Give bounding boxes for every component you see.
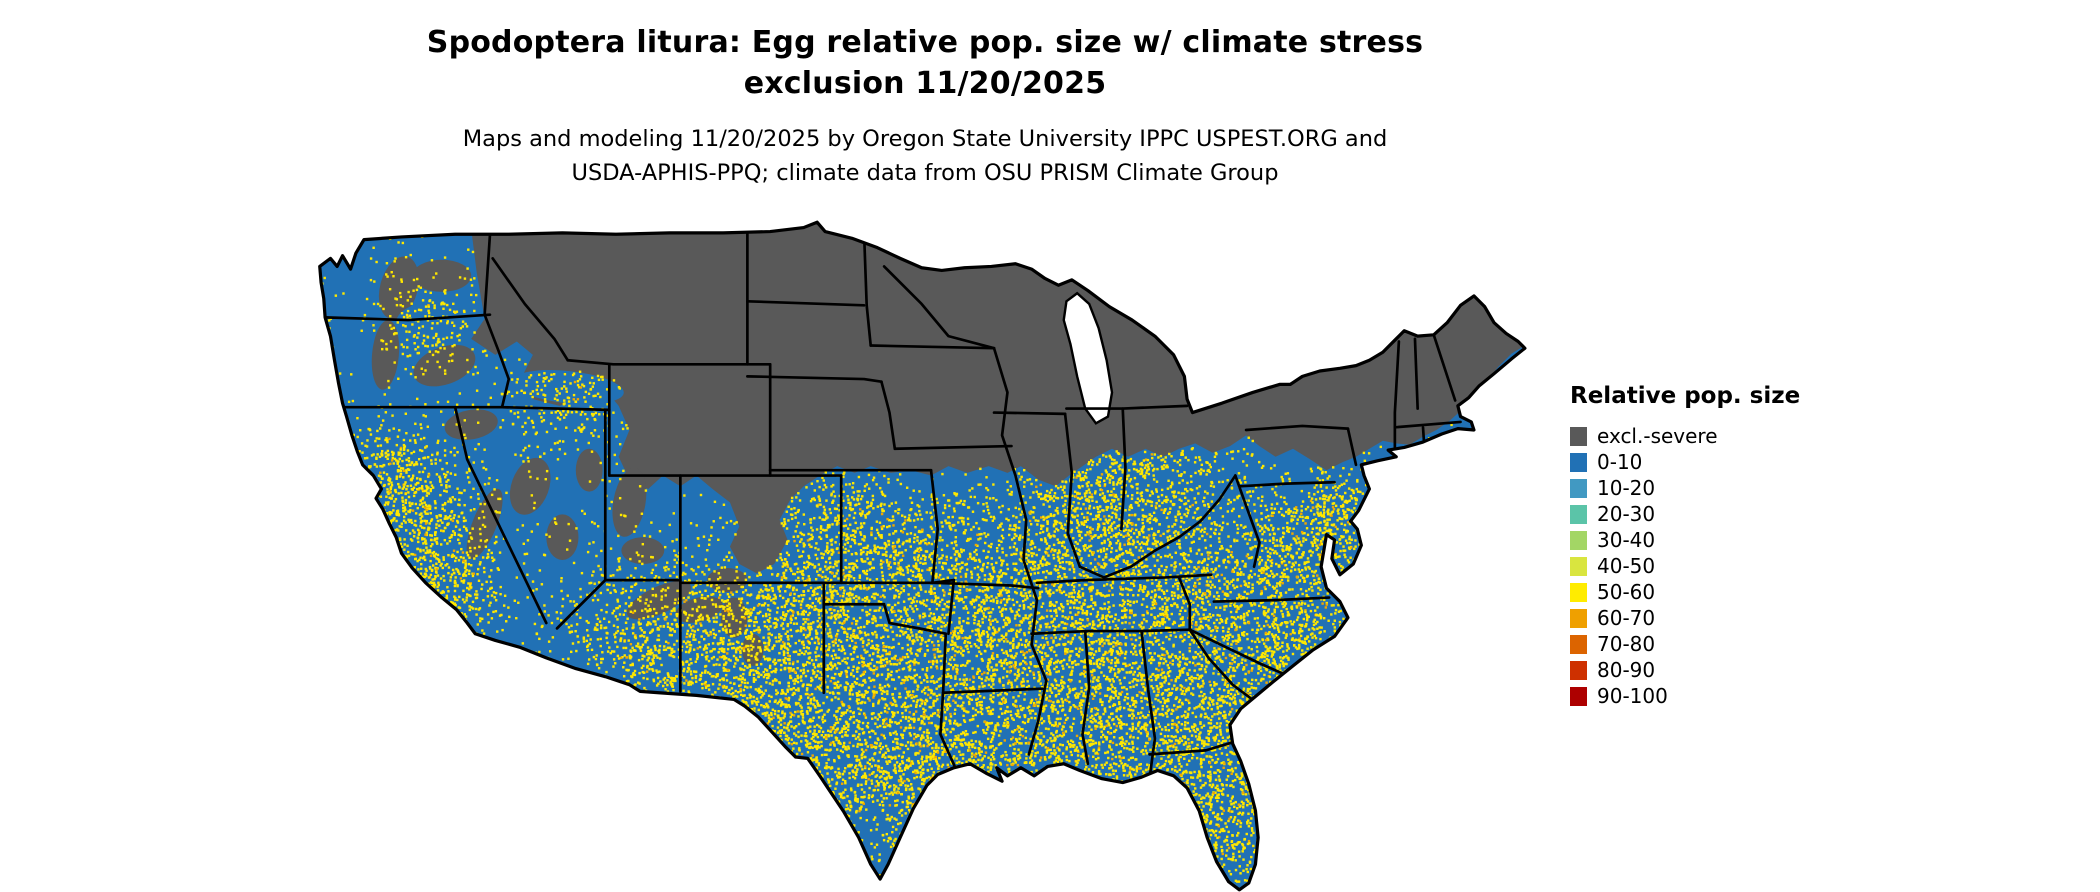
- legend: Relative pop. size excl.-severe 0-10 10-20…: [1570, 383, 1870, 709]
- legend-label: 20-30: [1597, 502, 1656, 526]
- map-header: Spodoptera litura: Egg relative pop. siz…: [0, 22, 1850, 190]
- map-title-line1: Spodoptera litura: Egg relative pop. siz…: [426, 25, 1424, 60]
- legend-label: 30-40: [1597, 528, 1656, 552]
- legend-swatch: [1570, 426, 1587, 446]
- legend-item: 90-100: [1570, 683, 1870, 709]
- legend-label: 70-80: [1597, 632, 1656, 656]
- legend-title: Relative pop. size: [1570, 383, 1801, 409]
- legend-item: excl.-severe: [1570, 423, 1870, 449]
- legend-swatch: [1570, 634, 1587, 654]
- legend-label: 80-90: [1597, 658, 1656, 682]
- legend-label: 50-60: [1597, 580, 1656, 604]
- legend-item: 50-60: [1570, 579, 1870, 605]
- legend-item: 80-90: [1570, 657, 1870, 683]
- legend-item: 20-30: [1570, 501, 1870, 527]
- legend-rows: excl.-severe 0-10 10-20 20-30 30-40 40-50 50-6…: [1570, 423, 1870, 709]
- legend-swatch: [1570, 530, 1587, 550]
- map-title-line2: exclusion 11/20/2025: [743, 66, 1107, 102]
- us-distribution-map: [318, 220, 1527, 892]
- legend-swatch: [1570, 686, 1587, 706]
- legend-label: 10-20: [1597, 476, 1656, 500]
- legend-item: 70-80: [1570, 631, 1870, 657]
- legend-swatch: [1570, 504, 1587, 524]
- map-subtitle-line1: Maps and modeling 11/20/2025 by Oregon S…: [462, 125, 1388, 152]
- legend-swatch: [1570, 608, 1587, 628]
- map-subtitle-line2: USDA-APHIS-PPQ; climate data from OSU PR…: [571, 159, 1279, 186]
- legend-swatch: [1570, 660, 1587, 680]
- legend-item: 30-40: [1570, 527, 1870, 553]
- legend-label: 40-50: [1597, 554, 1656, 578]
- legend-swatch: [1570, 582, 1587, 602]
- legend-label: 90-100: [1597, 684, 1668, 708]
- legend-label: excl.-severe: [1597, 424, 1718, 448]
- legend-item: 0-10: [1570, 449, 1870, 475]
- legend-item: 10-20: [1570, 475, 1870, 501]
- legend-swatch: [1570, 478, 1587, 498]
- map-title: Spodoptera litura: Egg relative pop. siz…: [0, 22, 1850, 105]
- map-subtitle: Maps and modeling 11/20/2025 by Oregon S…: [0, 123, 1850, 191]
- legend-label: 60-70: [1597, 606, 1656, 630]
- legend-label: 0-10: [1597, 450, 1643, 474]
- legend-swatch: [1570, 556, 1587, 576]
- legend-item: 40-50: [1570, 553, 1870, 579]
- legend-item: 60-70: [1570, 605, 1870, 631]
- legend-swatch: [1570, 452, 1587, 472]
